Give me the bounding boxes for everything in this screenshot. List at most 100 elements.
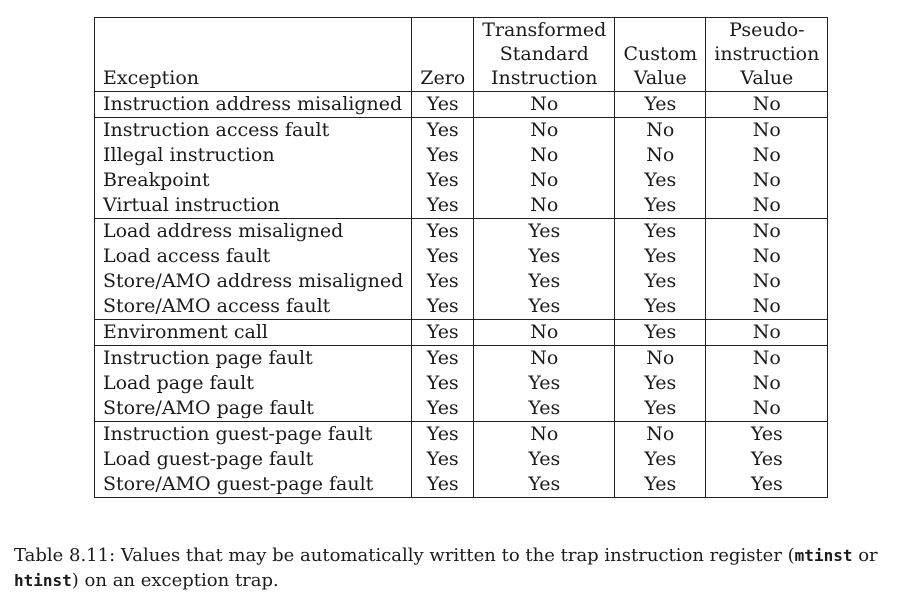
caption-text-after: ) on an exception trap. [71,570,279,591]
header-line: Instruction [491,67,598,89]
cell-zero: Yes [411,447,475,472]
cell-custom-value: Yes [614,319,707,346]
cell-pseudo-instruction-value: No [705,269,829,294]
header-line: Value [633,67,687,89]
cell-transformed-standard-instruction: Yes [473,371,616,396]
cell-custom-value: No [614,421,707,447]
cell-zero: Yes [411,193,475,219]
cell-zero: Yes [411,218,475,244]
cell-transformed-standard-instruction: No [473,421,616,447]
cell-zero: Yes [411,143,475,168]
exception-table-container: Exception Zero Transformed Standard Instru… [93,17,829,498]
caption-text-before: Values that may be automatically written… [120,545,795,566]
cell-custom-value: Yes [614,269,707,294]
cell-zero: Yes [411,396,475,422]
header-transformed-standard-instruction: Transformed Standard Instruction [473,17,616,92]
cell-transformed-standard-instruction: No [473,91,616,118]
cell-custom-value: Yes [614,218,707,244]
cell-exception: Load address misaligned [93,218,413,244]
cell-pseudo-instruction-value: No [705,244,829,269]
cell-transformed-standard-instruction: Yes [473,294,616,320]
header-line: Value [740,67,794,89]
cell-custom-value: Yes [614,447,707,472]
cell-transformed-standard-instruction: Yes [473,269,616,294]
cell-zero: Yes [411,244,475,269]
cell-pseudo-instruction-value: No [705,371,829,396]
cell-exception: Illegal instruction [93,143,413,168]
cell-zero: Yes [411,421,475,447]
cell-pseudo-instruction-value: No [705,117,829,143]
cell-transformed-standard-instruction: No [473,143,616,168]
table-row: Instruction guest-page fault Yes No No Yes [93,421,829,447]
table-body: Instruction address misaligned Yes No Yes No… [93,91,829,498]
cell-custom-value: Yes [614,472,707,498]
caption-code-mtinst: mtinst [794,546,853,565]
cell-custom-value: Yes [614,244,707,269]
cell-pseudo-instruction-value: Yes [705,447,829,472]
cell-custom-value: Yes [614,396,707,422]
table-row: Load access fault Yes Yes Yes No [93,244,829,269]
cell-pseudo-instruction-value: No [705,294,829,320]
header-exception: Exception [93,17,413,92]
cell-pseudo-instruction-value: No [705,319,829,346]
caption-text-mid: or [852,545,878,566]
cell-exception: Store/AMO page fault [93,396,413,422]
cell-exception: Environment call [93,319,413,346]
table-row: Instruction address misaligned Yes No Yes No [93,91,829,118]
cell-exception: Load page fault [93,371,413,396]
cell-pseudo-instruction-value: No [705,193,829,219]
cell-custom-value: No [614,143,707,168]
cell-zero: Yes [411,345,475,371]
exception-values-table: Exception Zero Transformed Standard Instru… [93,17,829,498]
table-row: Environment call Yes No Yes No [93,319,829,346]
cell-exception: Instruction address misaligned [93,91,413,118]
cell-exception: Store/AMO guest-page fault [93,472,413,498]
cell-zero: Yes [411,168,475,193]
cell-zero: Yes [411,472,475,498]
caption-code-htinst: htinst [14,571,72,590]
cell-exception: Load guest-page fault [93,447,413,472]
table-row: Illegal instruction Yes No No No [93,143,829,168]
cell-transformed-standard-instruction: Yes [473,218,616,244]
table-row: Breakpoint Yes No Yes No [93,168,829,193]
cell-exception: Store/AMO address misaligned [93,269,413,294]
cell-transformed-standard-instruction: No [473,168,616,193]
table-row: Store/AMO address misaligned Yes Yes Yes No [93,269,829,294]
cell-pseudo-instruction-value: Yes [705,421,829,447]
cell-exception: Store/AMO access fault [93,294,413,320]
cell-pseudo-instruction-value: Yes [705,472,829,498]
cell-transformed-standard-instruction: Yes [473,472,616,498]
cell-transformed-standard-instruction: Yes [473,396,616,422]
table-row: Load page fault Yes Yes Yes No [93,371,829,396]
cell-pseudo-instruction-value: No [705,345,829,371]
cell-custom-value: No [614,345,707,371]
cell-zero: Yes [411,269,475,294]
cell-transformed-standard-instruction: Yes [473,447,616,472]
cell-custom-value: Yes [614,91,707,118]
cell-exception: Breakpoint [93,168,413,193]
cell-pseudo-instruction-value: No [705,218,829,244]
table-row: Store/AMO page fault Yes Yes Yes No [93,396,829,422]
caption-label: Table 8.11: [14,545,116,566]
header-line: Custom [623,43,698,65]
header-line: Transformed [482,19,607,41]
table-row: Store/AMO access fault Yes Yes Yes No [93,294,829,320]
cell-pseudo-instruction-value: No [705,168,829,193]
cell-zero: Yes [411,319,475,346]
cell-exception: Instruction access fault [93,117,413,143]
cell-exception: Instruction guest-page fault [93,421,413,447]
cell-transformed-standard-instruction: No [473,319,616,346]
table-header-row: Exception Zero Transformed Standard Instru… [93,17,829,92]
table-row: Store/AMO guest-page fault Yes Yes Yes Yes [93,472,829,498]
table-row: Instruction page fault Yes No No No [93,345,829,371]
cell-custom-value: Yes [614,168,707,193]
cell-exception: Instruction page fault [93,345,413,371]
header-line: instruction [714,43,820,65]
header-line: Zero [420,67,466,89]
header-line: Pseudo- [729,19,805,41]
cell-transformed-standard-instruction: No [473,345,616,371]
cell-exception: Load access fault [93,244,413,269]
cell-custom-value: Yes [614,294,707,320]
cell-custom-value: No [614,117,707,143]
table-caption: Table 8.11: Values that may be automatic… [14,543,892,593]
